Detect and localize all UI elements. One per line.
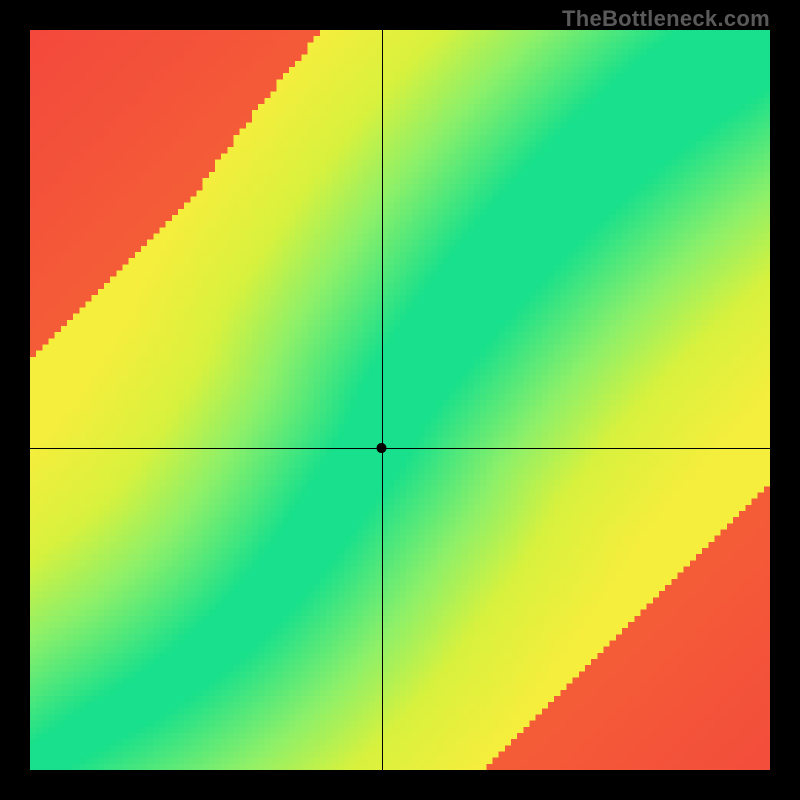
plot-area — [30, 30, 770, 770]
watermark-text: TheBottleneck.com — [562, 6, 770, 32]
figure-outer: TheBottleneck.com — [0, 0, 800, 800]
crosshair-overlay — [30, 30, 770, 770]
